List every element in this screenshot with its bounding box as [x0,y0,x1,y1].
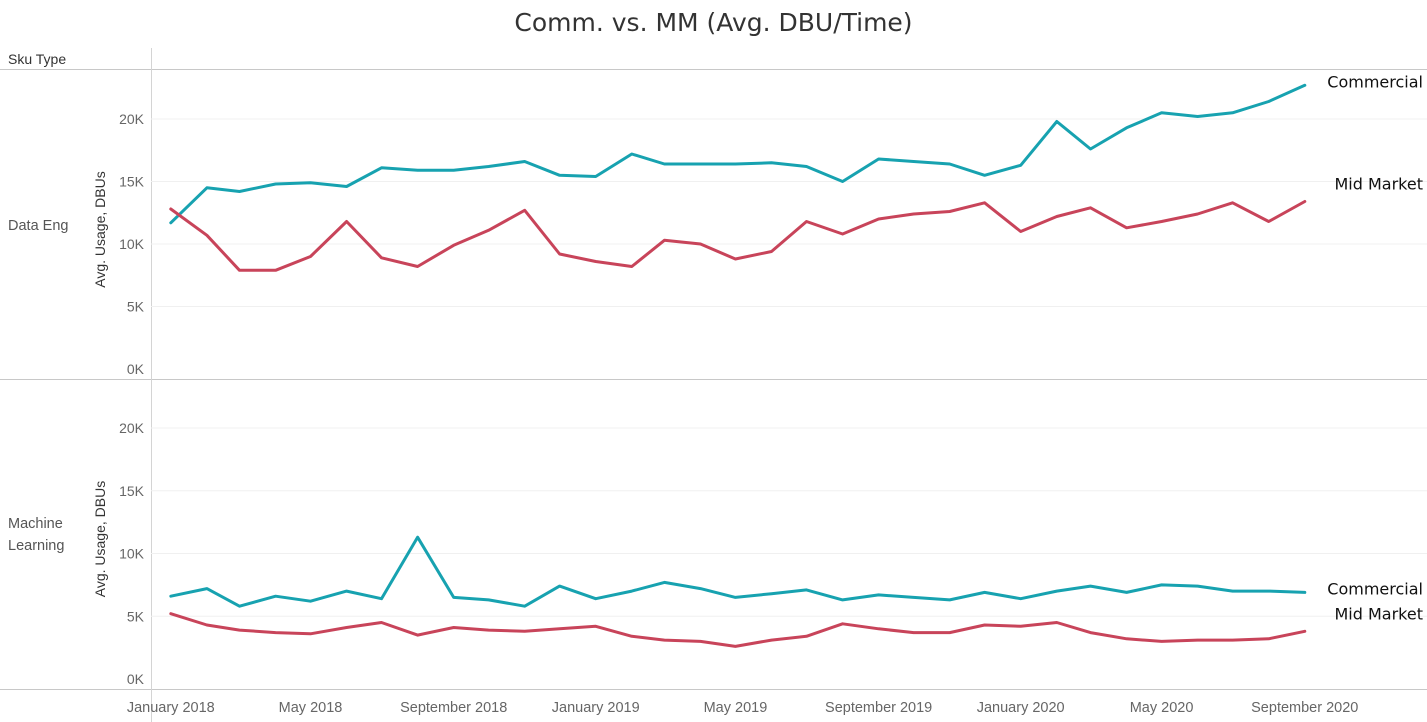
y-tick-label-1-4: 20K [119,420,145,436]
y-tick-label-1-0: 0K [127,671,145,687]
row-label-1: Machine Learning [8,516,64,554]
x-tick-label-0: January 2018 [127,700,215,716]
x-tick-label-3: January 2019 [552,700,640,716]
y-tick-label-0-3: 15K [119,174,145,190]
series-line-1-commercial [169,535,1307,608]
y-tick-label-1-2: 10K [119,546,145,562]
row-label-0: Data Eng [8,218,68,234]
y-tick-label-1-3: 15K [119,483,145,499]
chart-title: Comm. vs. MM (Avg. DBU/Time) [514,8,913,37]
y-tick-label-0-4: 20K [119,111,145,127]
x-tick-label-6: January 2020 [977,700,1065,716]
y-tick-label-1-1: 5K [127,608,145,624]
series-label-1-mid-market: Mid Market [1335,604,1424,623]
y-axis-title-1: Avg. Usage, DBUs [92,481,108,597]
x-tick-label-5: September 2019 [825,700,932,716]
x-tick-label-2: September 2018 [400,700,507,716]
row-header-sku-type: Sku Type [8,51,66,67]
series-line-0-mid-market [169,200,1307,272]
y-tick-label-0-0: 0K [127,361,145,377]
x-tick-label-4: May 2019 [704,700,768,716]
y-tick-label-0-2: 10K [119,236,145,252]
series-label-1-commercial: Commercial [1327,579,1423,598]
series-label-0-commercial: Commercial [1327,72,1423,91]
series-line-0-commercial [169,83,1307,225]
x-tick-label-8: September 2020 [1251,700,1358,716]
series-line-1-mid-market [169,612,1307,648]
y-axis-title-0: Avg. Usage, DBUs [92,171,108,287]
y-tick-label-0-1: 5K [127,299,145,315]
series-label-0-mid-market: Mid Market [1335,175,1424,194]
x-tick-label-1: May 2018 [279,700,343,716]
x-tick-label-7: May 2020 [1130,700,1194,716]
